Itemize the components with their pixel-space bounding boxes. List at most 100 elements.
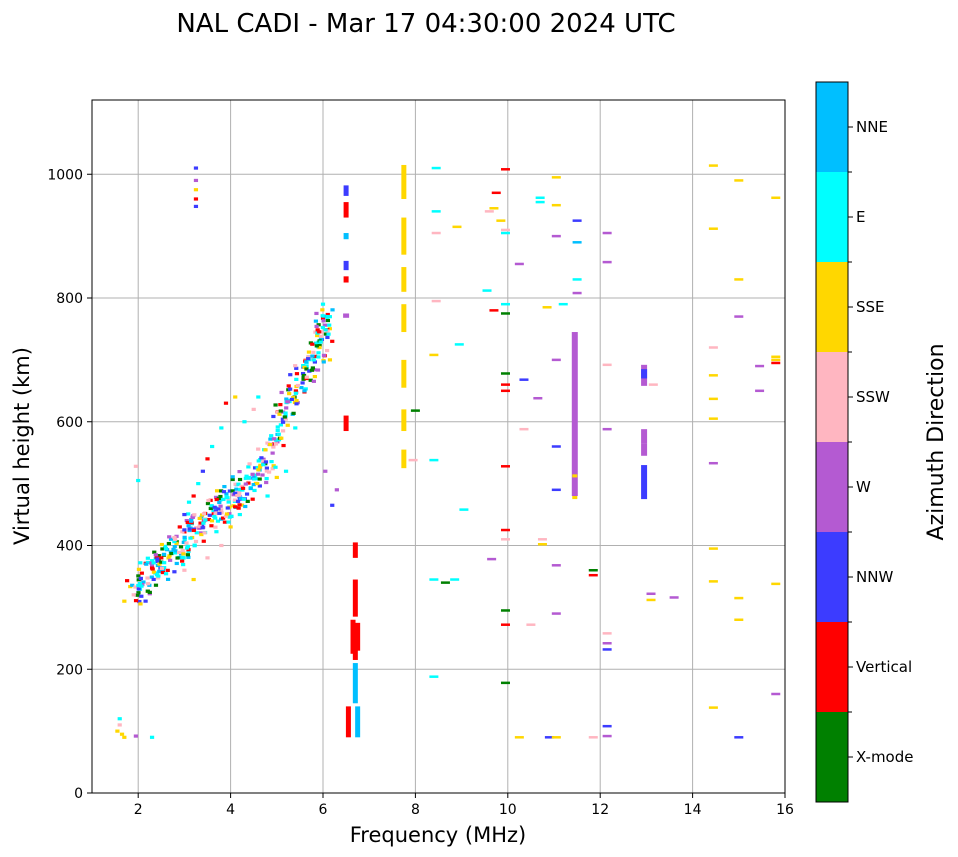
trace-point [284,406,289,410]
echo-point [734,618,744,621]
trace-point [182,528,187,532]
echo-point [572,278,582,281]
trace-point [138,576,143,581]
trace-point [275,428,280,433]
trace-point [264,469,269,473]
trace-point [174,541,179,545]
trace-point [288,387,293,391]
trace-point [269,460,274,464]
trace-point [314,344,319,348]
trace-point [302,365,307,369]
trace-point [173,549,178,553]
echo-point [500,383,510,386]
trace-point [150,559,155,563]
y-tick-label: 0 [74,786,83,802]
trace-point [264,480,269,485]
trace-point [135,593,140,597]
trace-point [145,556,150,560]
echo-point [602,642,612,645]
streak-mark [641,443,648,456]
echo-point [431,231,441,235]
trace-point [310,354,315,358]
echo-point [708,461,718,465]
colorbar-tick-label: NNE [856,118,888,136]
echo-point [489,207,499,210]
streak-mark [641,369,648,379]
colorbar-tick-label: SSW [856,388,890,406]
trace-point [244,474,249,478]
trace-point [325,318,331,323]
echo-point [602,632,612,635]
trace-point [137,581,142,585]
trace-point [181,562,186,567]
x-tick-label: 14 [684,802,702,818]
trace-point [181,552,186,556]
echo-point [431,210,441,213]
trace-point [139,584,144,588]
echo-point [734,278,744,281]
trace-point [309,368,315,372]
trace-point [159,566,164,571]
echo-point [136,478,141,483]
trace-point [327,327,332,331]
trace-point [310,342,315,346]
trace-point [215,519,221,523]
trace-point [312,360,317,364]
trace-point [145,582,151,586]
trace-point [239,503,245,507]
trace-point [185,520,190,525]
echo-point [191,577,196,582]
streak-mark [343,415,349,432]
trace-point [278,409,283,413]
trace-point [237,490,242,495]
streak-mark [401,217,407,255]
trace-point [185,553,191,557]
trace-point [130,583,135,587]
trace-point [255,481,260,486]
echo-point [177,525,182,529]
trace-point [185,544,191,548]
trace-point [184,518,189,523]
colorbar-tick-label: X-mode [856,748,913,766]
streak-mark [352,579,358,617]
echo-point [771,582,781,586]
trace-point [186,512,191,516]
trace-point [222,484,227,489]
x-tick-label: 6 [319,802,328,818]
echo-point [122,735,127,739]
trace-point [289,397,294,402]
trace-point [241,497,247,501]
trace-point [300,381,305,385]
x-tick-label: 2 [134,802,143,818]
trace-point [191,528,196,533]
trace-point [287,392,292,396]
trace-point [209,504,214,508]
x-ticks: 2 4 6 8 10 12 14 16 [134,793,794,818]
echo-point [459,508,469,511]
trace-point [227,489,232,493]
trace-point [184,546,190,550]
y-tick-label: 800 [56,291,83,307]
trace-point [281,410,286,414]
trace-point [180,530,185,534]
trace-point [253,473,258,477]
echo-point [519,378,529,381]
echo-point [646,598,656,602]
trace-point [323,332,329,336]
colorbar-segment [816,532,848,622]
trace-point [226,500,231,504]
trace-point [315,333,320,338]
echo-point [323,469,328,473]
trace-point [212,505,217,509]
trace-point [219,511,224,515]
trace-point [325,335,330,340]
trace-point [258,457,263,462]
trace-point [180,559,185,563]
echo-point [734,179,744,182]
echo-point [708,227,718,230]
trace-point [194,531,199,535]
trace-point [201,512,207,516]
colorbar-tick-label: SSE [856,298,885,316]
trace-point [139,571,144,575]
trace-point [283,411,288,415]
